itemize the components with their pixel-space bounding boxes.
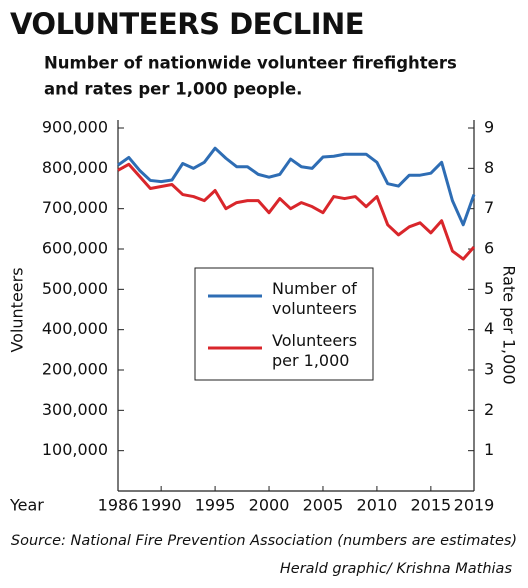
- chart-title: VOLUNTEERS DECLINE: [10, 7, 364, 41]
- y2-tick-label: 1: [484, 440, 494, 459]
- legend-box: [194, 267, 374, 381]
- subtitle: Number of nationwide volunteer firefight…: [44, 54, 457, 73]
- x-tick-label: 2015: [410, 496, 451, 515]
- y-tick-label: 600,000: [42, 239, 108, 258]
- x-tick-label: 2005: [303, 496, 344, 515]
- x-tick-label: 1995: [195, 496, 236, 515]
- credit: Herald graphic/ Krishna Mathias: [280, 561, 513, 577]
- x-tick-label: 2010: [357, 496, 398, 515]
- y-tick-label: 500,000: [42, 279, 108, 298]
- legend-label: Volunteers per 1,000: [272, 331, 358, 370]
- y2-tick-label: 4: [484, 319, 494, 338]
- legend-label: Number of volunteers: [272, 279, 357, 318]
- x-tick-label: 1990: [141, 496, 182, 515]
- x-axis-label: Year: [9, 496, 44, 515]
- y2-tick-label: 9: [484, 118, 494, 137]
- data-line: [117, 146, 476, 227]
- y-tick-label: 900,000: [42, 118, 108, 137]
- y-tick-label: 200,000: [42, 360, 108, 379]
- y-tick-label: 300,000: [42, 400, 108, 419]
- x-tick-label: 2019: [454, 496, 495, 515]
- data-line: [117, 162, 476, 261]
- y-tick-label: 800,000: [42, 158, 108, 177]
- y2-tick-label: 5: [484, 279, 494, 298]
- y2-axis-label: Rate per 1,000: [500, 265, 519, 384]
- y2-tick-label: 8: [484, 158, 494, 177]
- y-axis-label: Volunteers: [8, 267, 27, 352]
- y-tick-label: 700,000: [42, 198, 108, 217]
- y-tick-label: 400,000: [42, 319, 108, 338]
- y2-tick-label: 6: [484, 239, 494, 258]
- y2-tick-label: 7: [484, 198, 494, 217]
- y-tick-label: 100,000: [42, 440, 108, 459]
- x-tick-label: 2000: [249, 496, 290, 515]
- y2-tick-label: 3: [484, 360, 494, 379]
- x-tick-label: 1986: [98, 496, 139, 515]
- subtitle: and rates per 1,000 people.: [44, 80, 302, 99]
- y2-tick-label: 2: [484, 400, 494, 419]
- source: Source: National Fire Prevention Associa…: [11, 533, 517, 549]
